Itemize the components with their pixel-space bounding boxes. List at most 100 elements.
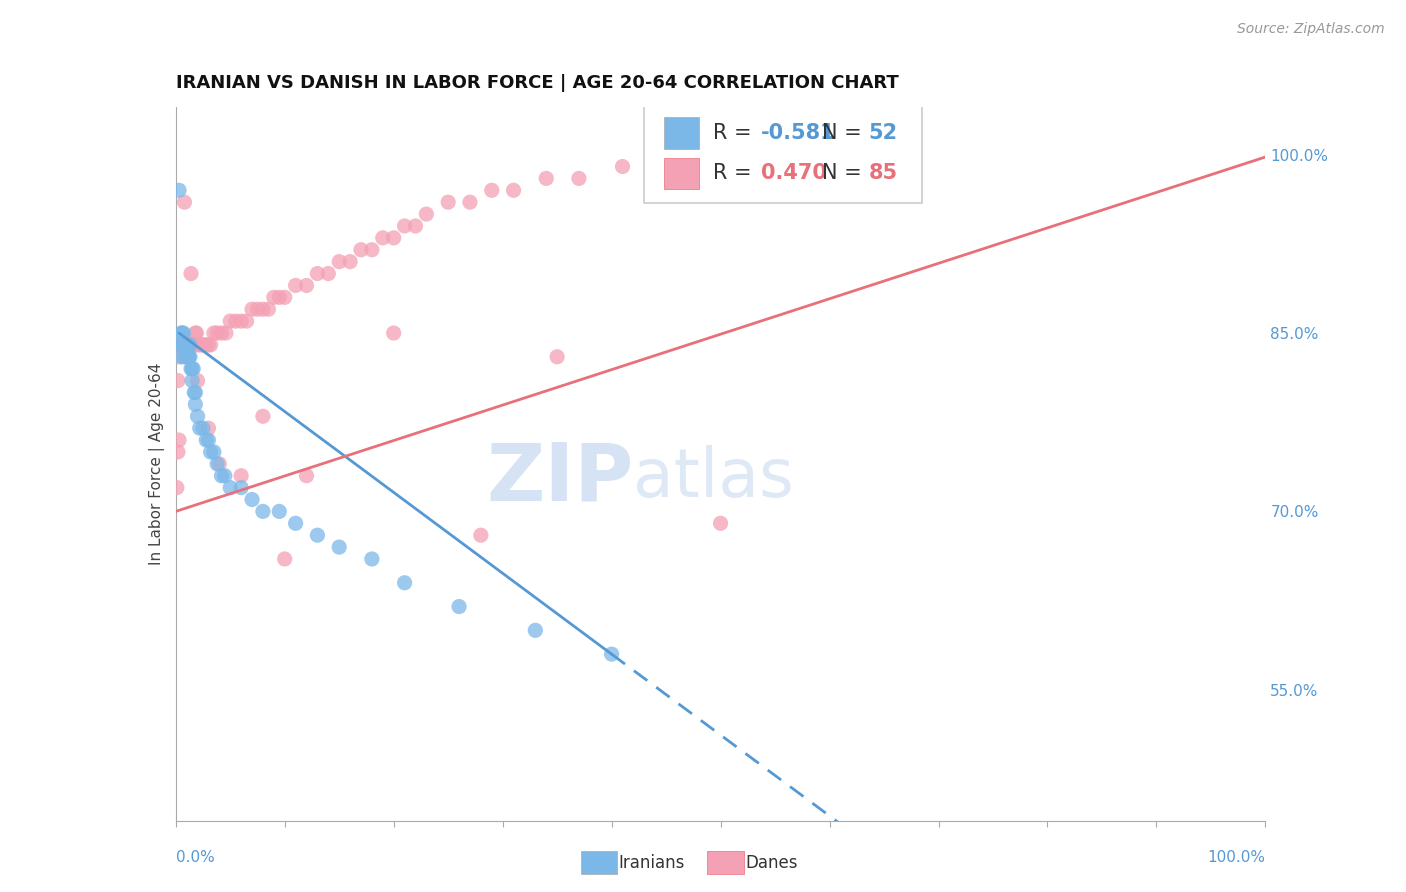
Point [195,338,218,352]
Point [167,350,190,364]
Point [415,207,437,221]
Point [172,338,194,352]
Point [612,160,634,174]
Point [215,326,238,340]
Point [180,338,202,352]
Point [167,374,190,388]
Point [177,338,200,352]
Point [170,350,193,364]
Text: Danes: Danes [745,854,797,871]
Point [176,338,198,352]
Point [191,421,214,435]
Text: R =: R = [713,163,758,184]
Text: N =: N = [823,123,869,143]
Point [208,457,231,471]
Point [328,540,350,554]
Point [172,338,194,352]
Point [172,338,194,352]
Point [481,183,503,197]
Point [600,647,623,661]
Point [240,302,263,317]
Point [188,338,211,352]
Point [181,374,204,388]
Point [170,338,193,352]
Point [710,147,733,161]
Point [447,599,470,614]
Point [252,504,274,518]
Point [382,231,405,245]
Point [181,361,204,376]
Point [174,338,197,352]
Point [186,326,208,340]
Point [176,338,198,352]
Point [172,338,194,352]
Point [350,243,373,257]
Point [339,254,361,268]
Point [176,338,198,352]
Point [173,338,195,352]
Point [274,552,297,566]
Point [470,528,492,542]
Point [202,326,225,340]
Text: ZIP: ZIP [486,439,633,517]
FancyBboxPatch shape [664,117,699,149]
Point [534,171,557,186]
Point [167,445,190,459]
Point [173,338,195,352]
Point [274,290,297,304]
Point [205,326,228,340]
Point [167,433,190,447]
Point [172,338,194,352]
Point [371,231,394,245]
Point [173,195,195,210]
Point [181,338,204,352]
Point [458,195,481,210]
Y-axis label: In Labor Force | Age 20-64: In Labor Force | Age 20-64 [149,363,165,565]
Point [214,468,236,483]
Point [546,350,568,364]
Point [193,338,215,352]
Point [197,421,219,435]
Point [219,314,242,328]
Point [177,338,200,352]
Point [177,338,200,352]
Point [252,409,274,424]
Point [502,183,524,197]
Text: N =: N = [823,163,869,184]
Point [195,433,218,447]
Text: 52: 52 [869,123,898,143]
Point [179,338,201,352]
Point [186,374,209,388]
Point [191,338,214,352]
Point [179,350,201,364]
Text: Source: ZipAtlas.com: Source: ZipAtlas.com [1237,22,1385,37]
Text: Iranians: Iranians [619,854,685,871]
Point [169,338,191,352]
Point [180,267,202,281]
Point [172,338,194,352]
Point [284,278,307,293]
Point [184,326,207,340]
Point [205,457,228,471]
Point [231,314,253,328]
FancyBboxPatch shape [664,158,699,189]
Point [568,171,591,186]
Point [173,338,195,352]
Point [177,350,200,364]
Point [307,528,329,542]
Point [177,338,200,352]
Point [211,326,233,340]
Point [295,468,318,483]
Point [183,338,205,352]
Point [170,338,193,352]
Point [169,338,191,352]
Point [181,338,204,352]
Point [360,243,382,257]
Point [176,350,198,364]
Point [655,160,678,174]
Point [524,624,547,638]
Point [173,350,195,364]
Point [231,468,253,483]
Text: atlas: atlas [633,445,794,511]
Point [328,254,350,268]
